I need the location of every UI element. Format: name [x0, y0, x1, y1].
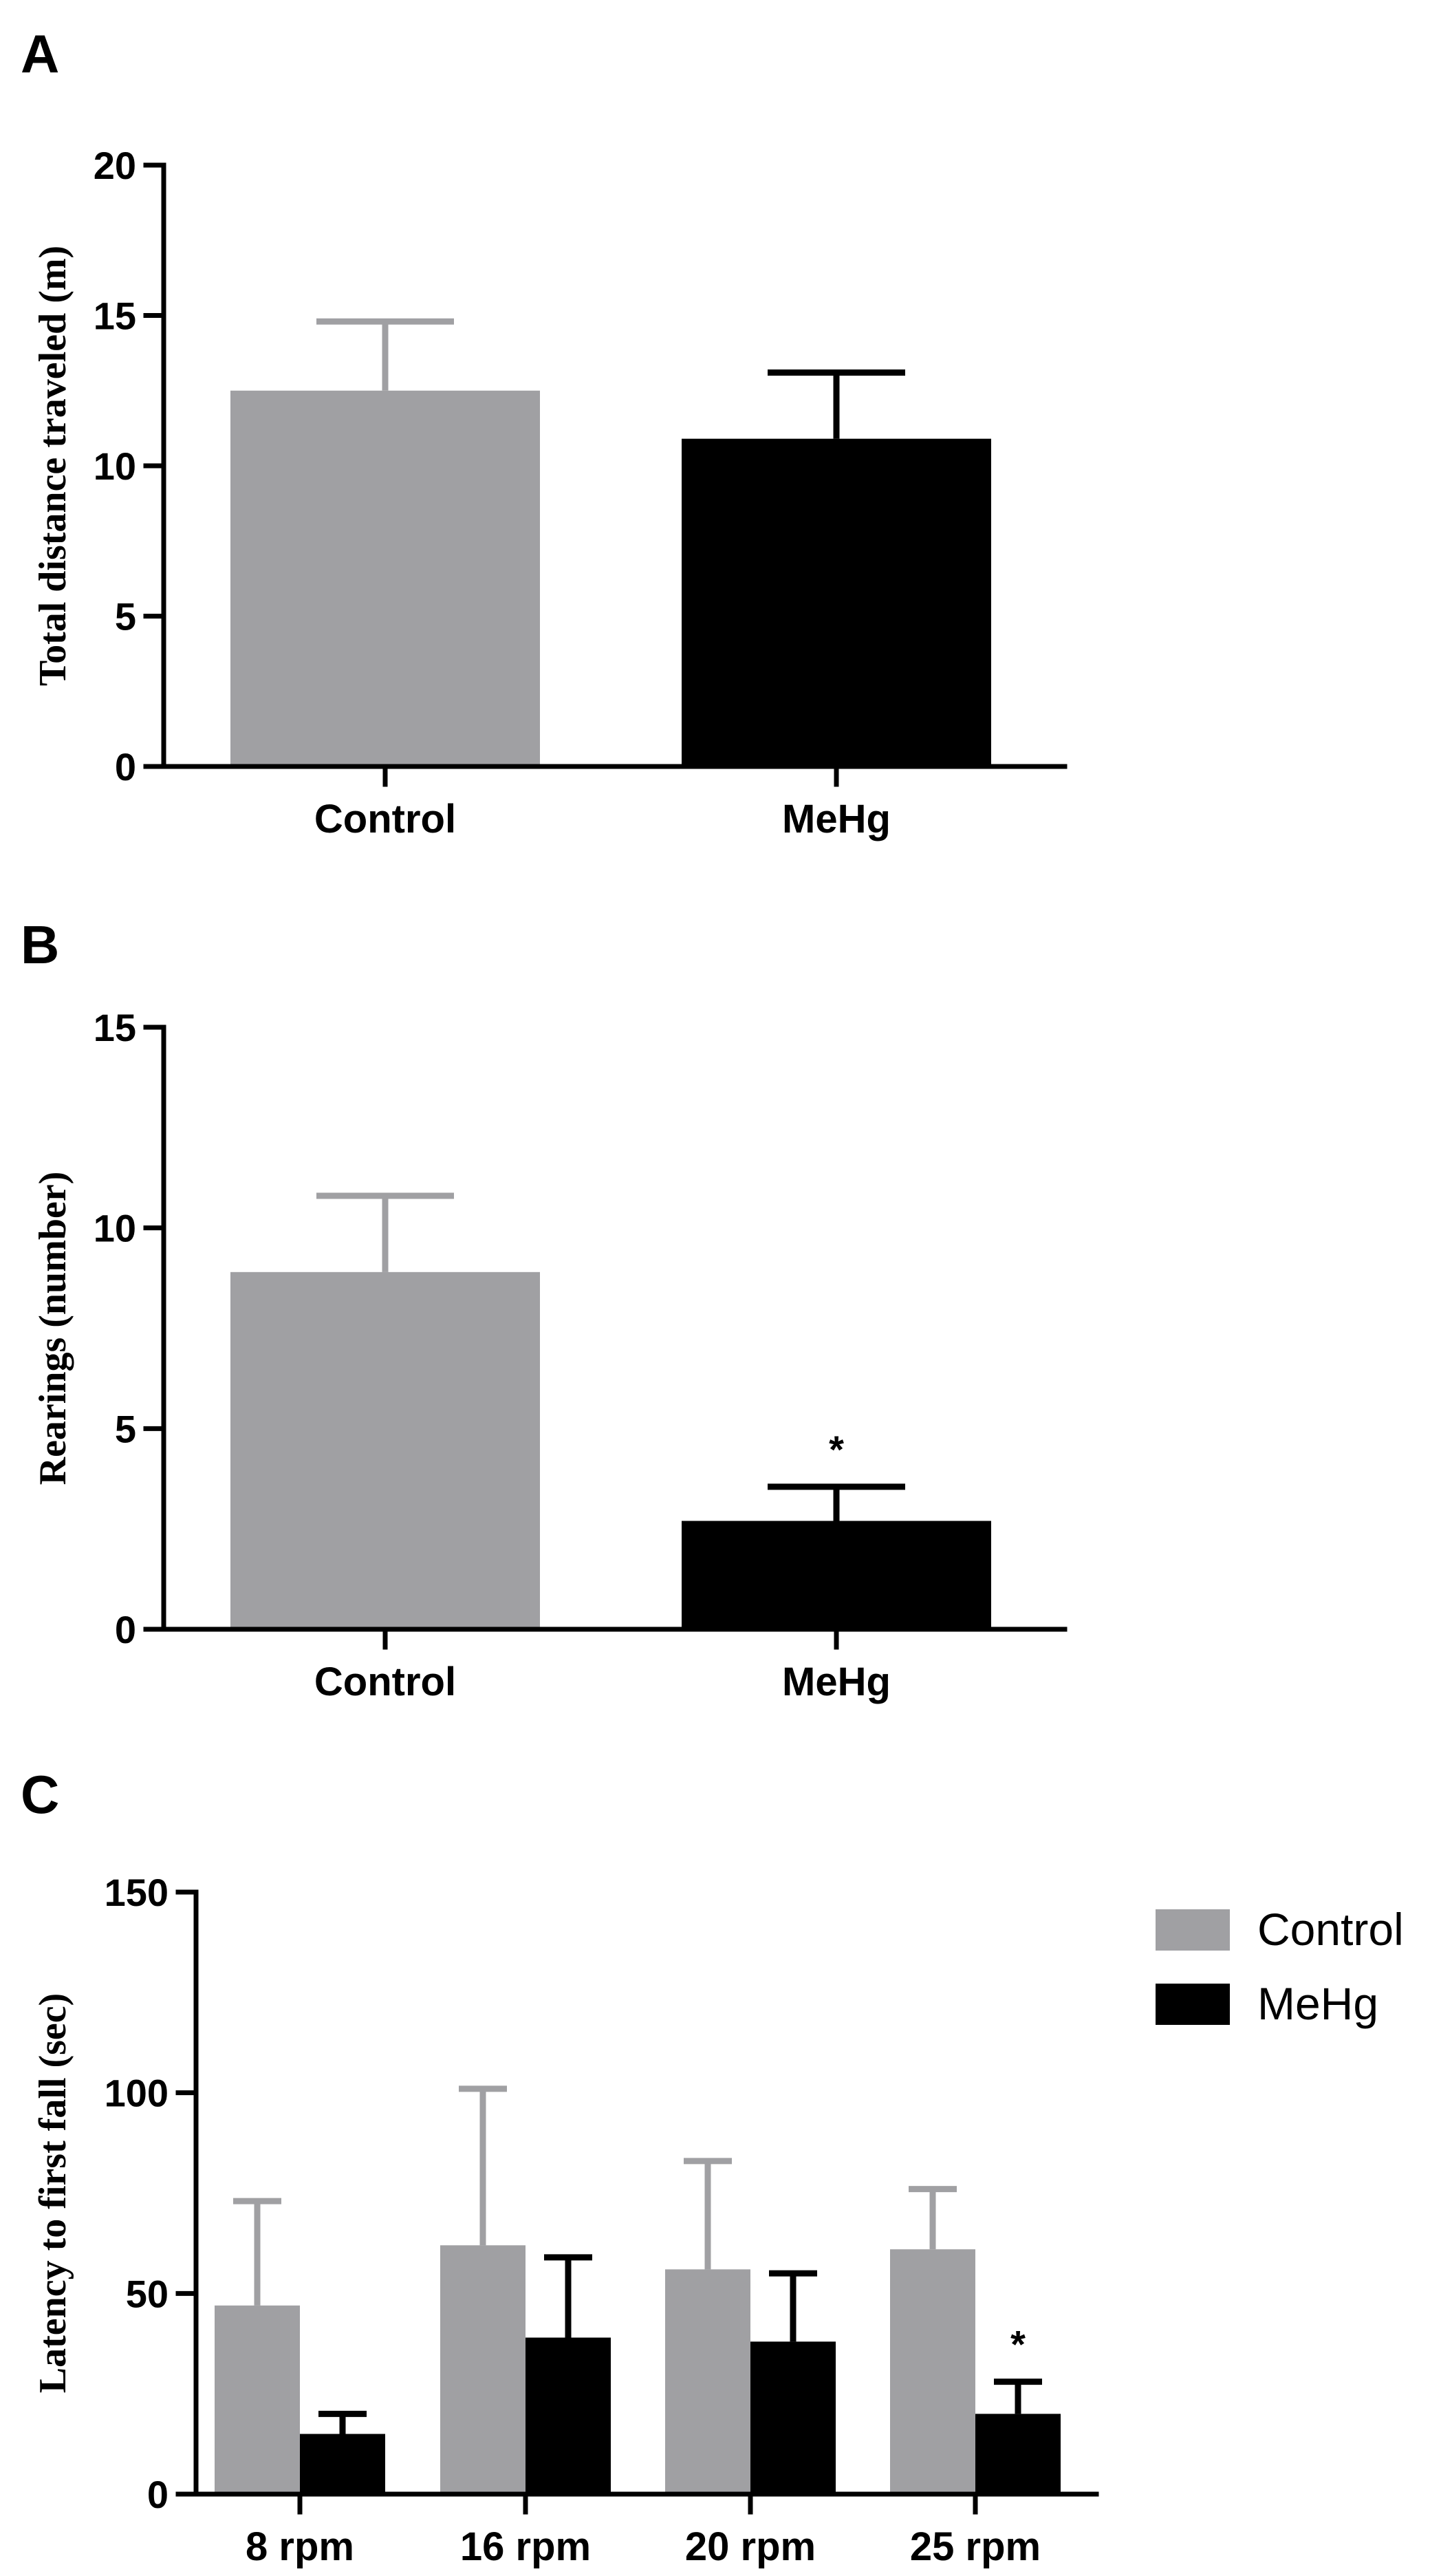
- legend-swatch-control: [1156, 1909, 1230, 1951]
- y-axis-title: Latency to first fall (sec): [32, 1993, 74, 2394]
- bar-mehg-8-rpm: [300, 2434, 385, 2494]
- bar-control-25-rpm: [890, 2249, 975, 2494]
- y-tick-label: 0: [115, 1608, 136, 1651]
- y-tick-label: 50: [126, 2272, 169, 2315]
- legend-label-mehg: MeHg: [1257, 1978, 1378, 2029]
- bar-mehg-25-rpm: [975, 2414, 1061, 2494]
- panel-letter: B: [21, 914, 59, 975]
- y-tick-label: 15: [94, 1006, 136, 1049]
- y-tick-label: 0: [147, 2473, 169, 2516]
- panel-letter: C: [21, 1764, 59, 1825]
- y-axis-title: Rearings (number): [32, 1172, 74, 1485]
- panel-a: A Total distance traveled (m) 0 5 10 15 20 Cont…: [21, 23, 1068, 841]
- bar-mehg-significance: *: [829, 1428, 844, 1471]
- bar-mehg: [682, 438, 991, 766]
- panel-letter: A: [21, 23, 59, 84]
- y-tick-label: 10: [94, 444, 136, 488]
- bar-mehg-20-rpm: [750, 2341, 836, 2494]
- x-tick-label: Control: [314, 1660, 456, 1704]
- x-tick-label: 16 rpm: [460, 2524, 591, 2569]
- y-tick-label: 5: [115, 595, 136, 638]
- bar-control-16-rpm: [440, 2245, 526, 2494]
- bar-control-8-rpm: [215, 2305, 300, 2494]
- bar-control: [230, 390, 540, 766]
- y-tick-label: 0: [115, 745, 136, 788]
- y-tick-label: 5: [115, 1407, 136, 1450]
- x-tick-label: 8 rpm: [246, 2524, 354, 2569]
- bar-mehg-16-rpm: [526, 2337, 611, 2494]
- y-tick-label: 10: [94, 1207, 136, 1250]
- legend-label-control: Control: [1257, 1904, 1404, 1955]
- y-tick-label: 20: [94, 144, 136, 187]
- bar-mehg-25-rpm-significance: *: [1010, 2323, 1026, 2366]
- x-tick-label: MeHg: [782, 1660, 891, 1704]
- y-tick-label: 150: [105, 1871, 169, 1914]
- panel-c: C Latency to first fall (sec) * 0 50 100 150 8 …: [21, 1764, 1404, 2569]
- panel-b: B Rearings (number) * 0 5 10 15 Control MeHg: [21, 914, 1068, 1704]
- y-tick-label: 100: [105, 2072, 169, 2115]
- bar-control: [230, 1271, 540, 1629]
- y-tick-label: 15: [94, 294, 136, 338]
- x-tick-label: Control: [314, 797, 456, 841]
- x-tick-label: 20 rpm: [685, 2524, 816, 2569]
- x-tick-label: 25 rpm: [910, 2524, 1041, 2569]
- y-axis-title: Total distance traveled (m): [32, 246, 74, 686]
- bar-control-20-rpm: [665, 2269, 750, 2494]
- legend-swatch-mehg: [1156, 1984, 1230, 2025]
- bar-mehg: [682, 1521, 991, 1629]
- x-tick-label: MeHg: [782, 797, 891, 841]
